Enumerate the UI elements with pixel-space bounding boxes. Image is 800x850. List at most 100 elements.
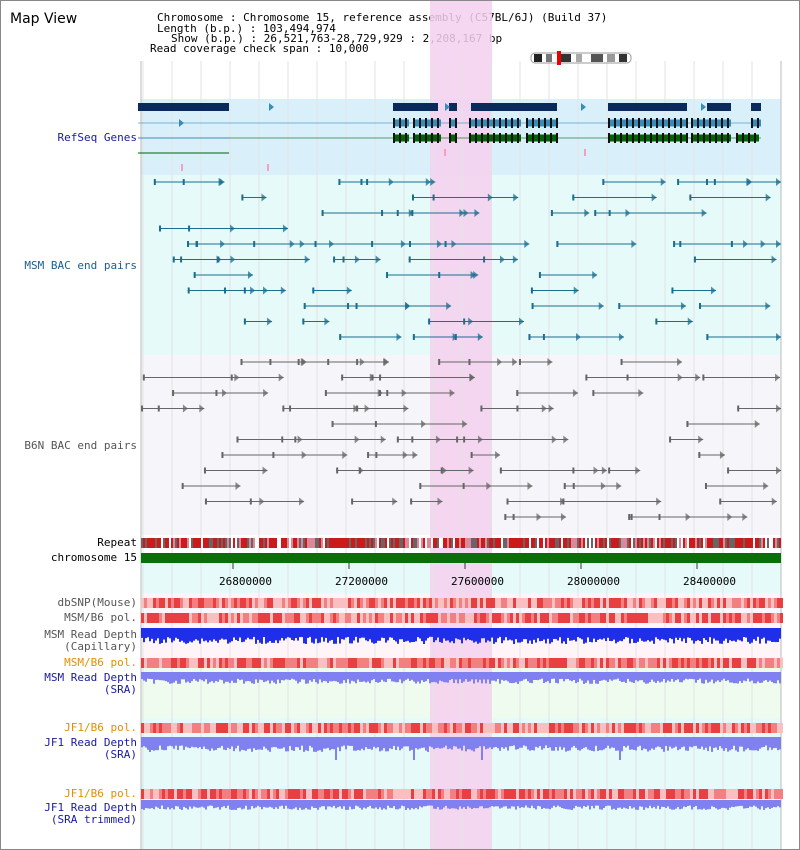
pol-cell (198, 598, 201, 608)
pol-cell (633, 658, 636, 668)
depth-bar (583, 800, 585, 807)
pol-cell (513, 723, 516, 733)
b6n-bac-pair-end (704, 483, 707, 489)
depth-bar (177, 628, 179, 639)
refseq-genes-track[interactable] (138, 103, 761, 171)
depth-bar (747, 737, 749, 749)
pol-cell (147, 723, 150, 733)
pol-cell (201, 613, 204, 623)
gene-exon-tick (691, 118, 693, 128)
pol-cell (663, 723, 666, 733)
chromosome-ideogram[interactable] (530, 51, 632, 65)
b6n-bac-track[interactable] (141, 358, 781, 521)
pol-cell (159, 789, 162, 799)
depth-bar (763, 800, 765, 810)
depth-bar (357, 672, 359, 680)
pol-cell (162, 613, 165, 623)
gene-exon-tick (703, 118, 705, 128)
depth-bar (531, 672, 533, 684)
msm-bac-pair-arrow (247, 271, 253, 279)
repeat-segment (447, 538, 449, 548)
pol-cell (528, 613, 531, 623)
depth-bar (389, 800, 391, 808)
pol-cell (768, 723, 771, 733)
depth-bar (605, 737, 607, 749)
depth-bar (595, 737, 597, 746)
pol-cell (189, 789, 192, 799)
pol-cell (255, 613, 258, 623)
pol-cell (753, 789, 756, 799)
pol-cell (678, 789, 681, 799)
pol-cell (456, 598, 459, 608)
depth-bar (599, 672, 601, 681)
gene-exon-tick (455, 118, 457, 128)
pol-cell (501, 789, 504, 799)
pol-cell (684, 613, 687, 623)
depth-bar (405, 800, 407, 810)
msm-bac-pair-end (550, 210, 553, 216)
repeat-segment (249, 538, 251, 548)
pol-cell (183, 598, 186, 608)
depth-bar (449, 737, 451, 749)
depth-bar (147, 628, 149, 638)
depth-bar (555, 737, 557, 748)
msm-bac-pair-end (556, 241, 559, 247)
pol-cell (375, 789, 378, 799)
b6n-bac-pair-arrow (469, 373, 475, 382)
depth-bar (607, 672, 609, 683)
repeat-segment (457, 538, 459, 548)
depth-bar (285, 737, 287, 752)
gene-exon-tick (449, 133, 451, 143)
depth-bar (599, 800, 601, 810)
depth-bar (613, 628, 615, 640)
depth-bar (655, 672, 657, 683)
depth-bar (675, 737, 677, 747)
depth-bar (515, 800, 517, 810)
b6n-bac-pair-end (516, 390, 519, 396)
depth-bar (757, 737, 759, 751)
b6n-bac-pair-arrow (572, 389, 578, 397)
pol-cell (147, 598, 150, 608)
depth-bar (487, 628, 489, 641)
gene-exon (608, 119, 687, 127)
pol-cell (714, 613, 717, 623)
pol-cell (501, 723, 504, 733)
pol-cell (459, 598, 462, 608)
msm-bac-track[interactable] (153, 178, 781, 341)
depth-bar (669, 800, 671, 809)
pol-cell (450, 723, 453, 733)
pol-cell (468, 598, 471, 608)
depth-bar (353, 800, 355, 809)
repeat-segment (213, 538, 215, 548)
pol-cell (288, 723, 291, 733)
depth-bar (611, 737, 613, 748)
pol-cell (393, 658, 396, 668)
pol-cell (750, 789, 753, 799)
depth-bar (293, 672, 295, 680)
b6n-bac-pair-arrow (401, 389, 407, 397)
depth-bar (507, 672, 509, 682)
depth-bar (141, 737, 143, 748)
pol-cell (441, 658, 444, 668)
msm-bac-pair-end (618, 303, 621, 309)
depth-bar (655, 628, 657, 638)
pol-cell (456, 789, 459, 799)
msm-bac-pair-end (303, 303, 306, 309)
depth-bar (771, 628, 773, 642)
depth-bar (151, 672, 153, 680)
pol-cell (735, 598, 738, 608)
msm-bac-pair-arrow (776, 333, 781, 341)
repeat-segment (271, 538, 273, 548)
depth-bar (243, 737, 245, 751)
depth-bar (361, 800, 363, 810)
depth-bar (165, 628, 167, 643)
repeat-segment (599, 538, 601, 548)
repeat-segment (769, 538, 771, 548)
depth-bar (733, 800, 735, 808)
pol-cell (333, 658, 336, 668)
pol-cell (234, 789, 237, 799)
pol-cell (726, 658, 729, 668)
pol-cell (186, 613, 189, 623)
depth-bar (481, 800, 483, 807)
